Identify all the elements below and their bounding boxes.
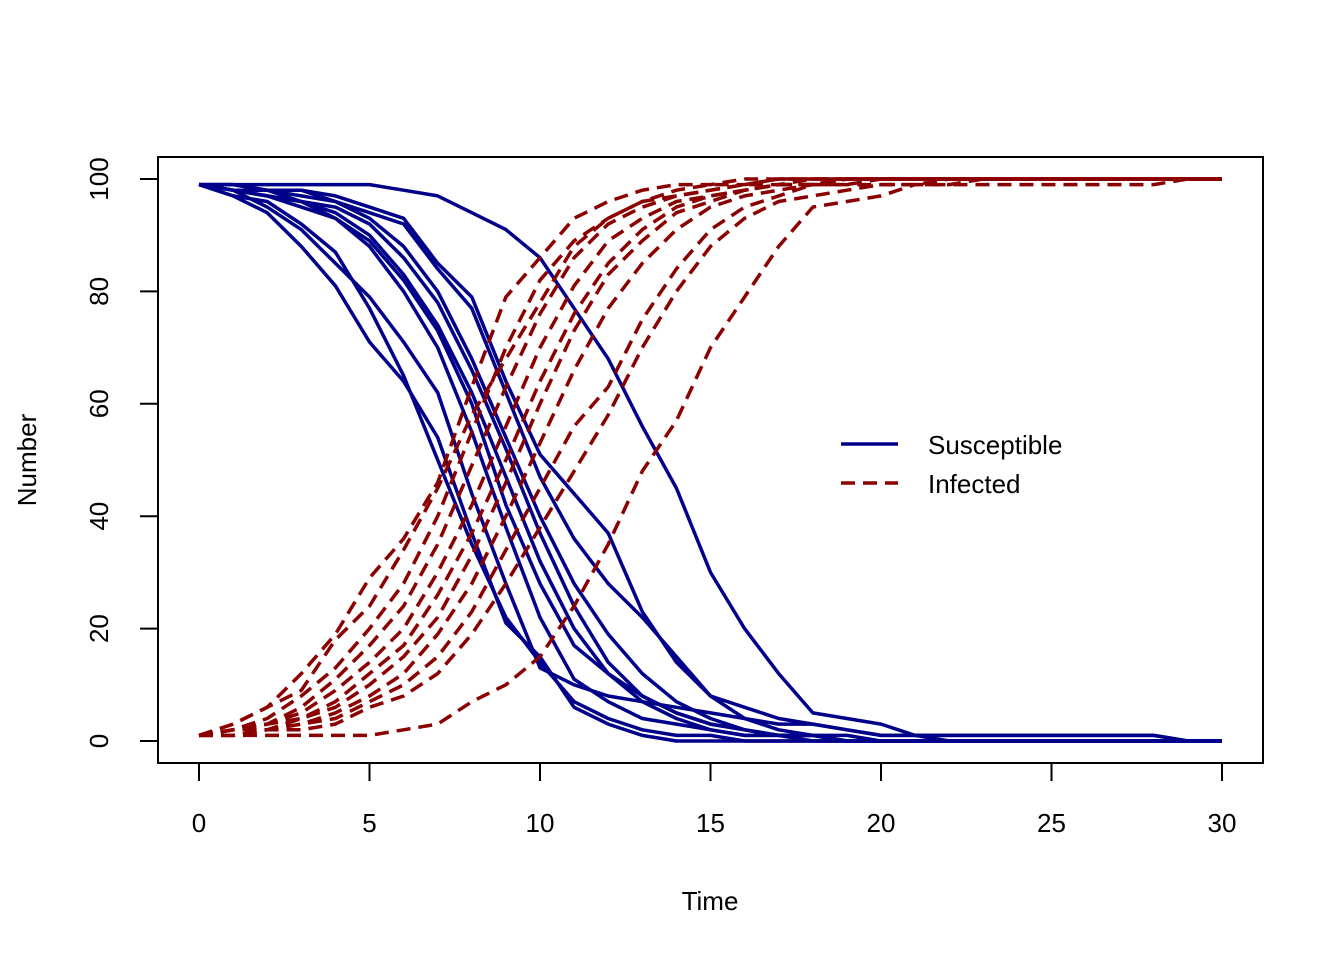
axes-layer: 0 5 10 15 20 25 30 0 20 40 60 80 100: [84, 157, 1236, 838]
legend: Susceptible Infected: [841, 430, 1062, 499]
x-tick-label: 25: [1037, 808, 1066, 838]
infected-series-line-11: [199, 177, 1222, 738]
susceptible-series-line-5: [198, 182, 1222, 743]
infected-series-line-1: [198, 177, 1222, 738]
infected-series-line-4: [198, 177, 1222, 738]
infected-series-line-6: [198, 177, 1222, 738]
x-tick-label: 20: [867, 808, 896, 838]
susceptible-series-line-11: [199, 182, 1222, 743]
y-tick-label: 40: [84, 502, 114, 531]
infected-series-line-9: [199, 177, 1222, 738]
legend-label-susceptible: Susceptible: [928, 430, 1062, 460]
infected-series-line-8: [198, 177, 1222, 738]
x-tick-label: 15: [696, 808, 725, 838]
susceptible-series-line-6: [198, 182, 1222, 743]
y-tick-label: 60: [84, 389, 114, 418]
infected-series-line-3: [198, 177, 1222, 738]
susceptible-series-line-3: [198, 182, 1222, 743]
x-tick-label: 30: [1208, 808, 1237, 838]
series-layer: [198, 177, 1222, 743]
y-axis-title: Number: [12, 413, 42, 506]
infected-series-line-5: [198, 177, 1222, 738]
legend-label-infected: Infected: [928, 469, 1021, 499]
infected-series-line-10: [199, 177, 1222, 738]
susceptible-series-line-1: [198, 182, 1222, 743]
susceptible-series-line-8: [198, 182, 1222, 743]
y-tick-label: 20: [84, 614, 114, 643]
y-tick-label: 0: [84, 734, 114, 748]
y-tick-label: 100: [84, 157, 114, 200]
x-tick-label: 10: [526, 808, 555, 838]
susceptible-series-line-10: [199, 182, 1222, 743]
x-tick-label: 0: [192, 808, 206, 838]
infected-series-line-7: [198, 177, 1222, 738]
infected-series-line-2: [198, 177, 1222, 738]
x-tick-label: 5: [362, 808, 376, 838]
susceptible-series-line-7: [198, 182, 1222, 743]
susceptible-series-line-4: [198, 182, 1222, 743]
susceptible-series-line-2: [198, 182, 1222, 743]
x-axis-title: Time: [682, 886, 739, 916]
y-tick-label: 80: [84, 277, 114, 306]
susceptible-series-line-9: [199, 182, 1222, 743]
